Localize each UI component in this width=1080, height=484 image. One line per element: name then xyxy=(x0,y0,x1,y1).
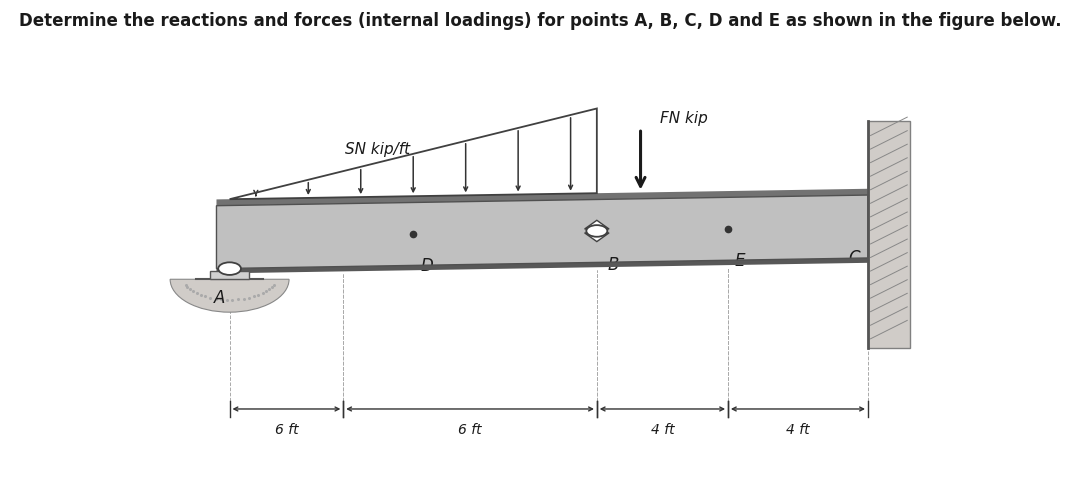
Text: FN kip: FN kip xyxy=(660,111,707,126)
Polygon shape xyxy=(868,121,909,348)
Text: B: B xyxy=(607,256,619,274)
Text: D: D xyxy=(420,257,433,275)
Circle shape xyxy=(218,262,241,275)
Polygon shape xyxy=(584,233,609,242)
Polygon shape xyxy=(216,195,868,269)
Text: E: E xyxy=(735,252,745,270)
Polygon shape xyxy=(216,258,868,273)
Polygon shape xyxy=(584,220,609,229)
Wedge shape xyxy=(171,279,289,312)
Text: 4 ft: 4 ft xyxy=(650,423,674,437)
Text: 6 ft: 6 ft xyxy=(274,423,298,437)
Polygon shape xyxy=(211,271,248,279)
Text: C: C xyxy=(849,249,861,267)
Text: A: A xyxy=(214,289,225,307)
Text: Determine the reactions and forces (internal loadings) for points A, B, C, D and: Determine the reactions and forces (inte… xyxy=(18,12,1062,30)
Text: 4 ft: 4 ft xyxy=(786,423,810,437)
Circle shape xyxy=(586,225,607,237)
Text: SN kip/ft: SN kip/ft xyxy=(345,142,410,157)
Polygon shape xyxy=(216,189,868,206)
Text: 6 ft: 6 ft xyxy=(458,423,482,437)
